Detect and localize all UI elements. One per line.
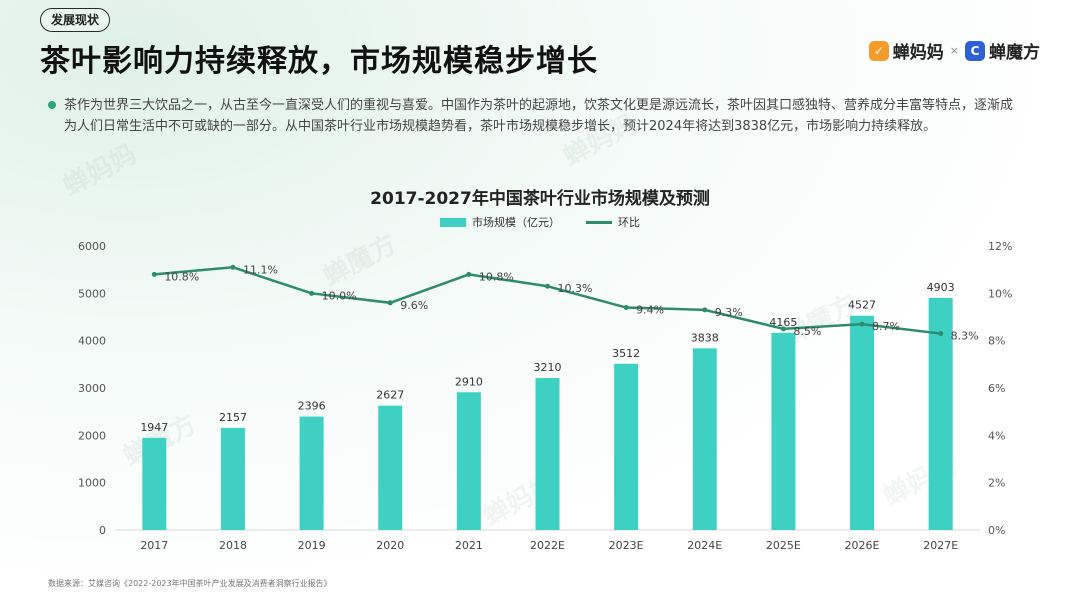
y-left-tick-label: 3000 [78, 382, 106, 395]
growth-rate-label: 10.3% [558, 282, 593, 295]
legend-swatch-bar [440, 217, 466, 227]
chart-title: 2017-2027年中国茶叶行业市场规模及预测 [370, 189, 710, 209]
bar-value-label: 2396 [298, 400, 326, 413]
y-right-tick-label: 10% [988, 287, 1012, 300]
growth-rate-label: 11.1% [243, 263, 278, 276]
chanmama-logo-text: 蝉妈妈 [892, 43, 944, 63]
bar-2027E [928, 297, 953, 530]
x-tick-label: 2026E [845, 539, 880, 552]
y-right-tick-label: 2% [988, 477, 1005, 490]
logo-separator: × [949, 44, 959, 57]
y-right-tick-label: 6% [988, 382, 1005, 395]
x-tick-label: 2021 [455, 539, 483, 552]
growth-rate-point [623, 305, 629, 311]
bar-value-label: 2157 [219, 411, 247, 424]
growth-rate-label: 9.6% [400, 299, 428, 312]
bar-2023E [614, 363, 639, 530]
y-left-tick-label: 6000 [78, 240, 106, 253]
x-tick-label: 2025E [766, 539, 801, 552]
bar-value-label: 3210 [534, 361, 562, 374]
x-tick-label: 2018 [219, 539, 247, 552]
growth-rate-point [702, 307, 708, 313]
legend-label-line: 环比 [618, 216, 640, 229]
growth-rate-point [151, 271, 157, 277]
bar-value-label: 3512 [612, 347, 640, 360]
legend-item-line: 环比 [586, 214, 640, 230]
growth-rate-label: 9.3% [715, 306, 743, 319]
x-tick-label: 2020 [376, 539, 404, 552]
intro-paragraph: 茶作为世界三大饮品之一，从古至今一直深受人们的重视与喜爱。中国作为茶叶的起源地，… [48, 95, 1018, 137]
y-left-tick-label: 0 [99, 524, 106, 537]
bar-value-label: 3838 [691, 331, 719, 344]
growth-rate-label: 10.8% [479, 270, 514, 283]
growth-rate-point [545, 283, 550, 289]
legend-item-bar: 市场规模（亿元） [440, 214, 560, 230]
y-right-tick-label: 4% [988, 429, 1005, 442]
chanmofang-logo-icon: C [965, 40, 985, 61]
bar-value-label: 2627 [376, 389, 404, 402]
growth-rate-label: 9.4% [636, 304, 664, 317]
data-source: 数据来源：艾媒咨询《2022-2023年中国茶叶产业发展及消费者洞察行业报告》 [48, 579, 332, 588]
bar-2017 [142, 437, 167, 530]
growth-rate-point [780, 326, 786, 332]
growth-rate-label: 10.0% [322, 289, 357, 302]
y-right-tick-label: 0% [988, 524, 1005, 537]
y-left-tick-label: 2000 [78, 429, 106, 442]
legend-label-bar: 市场规模（亿元） [472, 216, 560, 229]
growth-rate-label: 8.5% [793, 325, 821, 338]
page-title: 茶叶影响力持续释放，市场规模稳步增长 [40, 44, 598, 79]
growth-rate-point [466, 271, 472, 277]
growth-rate-point [859, 321, 865, 327]
y-left-tick-label: 4000 [78, 335, 106, 348]
growth-rate-line [154, 266, 941, 335]
brand-logos: ✓ 蝉妈妈 × C 蝉魔方 [868, 38, 1040, 63]
chanmama-logo-icon: ✓ [868, 40, 889, 61]
growth-rate-label: 10.8% [164, 270, 199, 283]
x-tick-label: 2027E [923, 539, 958, 552]
y-left-tick-label: 5000 [78, 287, 106, 300]
bar-2021 [456, 392, 481, 530]
growth-rate-label: 8.7% [872, 320, 900, 333]
chanmama-logo: ✓ 蝉妈妈 [868, 38, 944, 63]
bar-2026E [850, 315, 875, 530]
section-tag: 发展现状 [40, 8, 111, 32]
x-tick-label: 2017 [140, 539, 168, 552]
chanmofang-logo-text: 蝉魔方 [989, 43, 1040, 63]
growth-rate-point [230, 264, 236, 270]
legend-swatch-line [586, 220, 612, 224]
intro-text: 茶作为世界三大饮品之一，从古至今一直深受人们的重视与喜爱。中国作为茶叶的起源地，… [64, 98, 1014, 134]
bar-2018 [220, 427, 245, 530]
y-right-tick-label: 12% [988, 240, 1012, 253]
x-tick-label: 2023E [609, 539, 644, 552]
bar-value-label: 4527 [848, 299, 876, 312]
growth-rate-point [309, 290, 315, 296]
bullet-dot [48, 101, 56, 109]
growth-rate-label: 8.3% [951, 330, 979, 343]
chanmofang-logo: C 蝉魔方 [965, 38, 1040, 63]
bar-value-label: 4165 [769, 316, 797, 329]
x-tick-label: 2022E [530, 539, 565, 552]
bar-value-label: 1947 [140, 421, 168, 434]
bar-2020 [378, 405, 403, 530]
bar-value-label: 2910 [455, 375, 483, 388]
y-right-tick-label: 8% [988, 335, 1005, 348]
x-tick-label: 2024E [687, 539, 722, 552]
bar-2024E [692, 348, 717, 530]
chart-legend: 市场规模（亿元） 环比 [0, 214, 1080, 230]
x-tick-label: 2019 [298, 539, 326, 552]
bar-2022E [535, 378, 560, 530]
bar-2019 [299, 416, 324, 530]
bar-value-label: 4903 [927, 281, 955, 294]
bar-2025E [771, 332, 796, 530]
growth-rate-point [938, 331, 944, 337]
growth-rate-point [387, 300, 393, 306]
y-left-tick-label: 1000 [78, 477, 106, 490]
